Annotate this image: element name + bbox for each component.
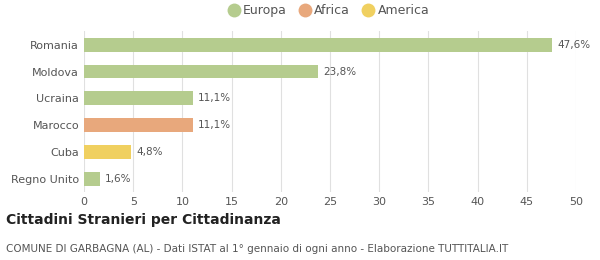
- Text: Cittadini Stranieri per Cittadinanza: Cittadini Stranieri per Cittadinanza: [6, 213, 281, 227]
- Bar: [84, 91, 193, 105]
- Bar: [84, 172, 100, 186]
- Text: 11,1%: 11,1%: [198, 93, 231, 103]
- Text: 1,6%: 1,6%: [104, 174, 131, 184]
- Text: 4,8%: 4,8%: [136, 147, 163, 157]
- Text: 23,8%: 23,8%: [323, 67, 356, 76]
- Legend: Europa, Africa, America: Europa, Africa, America: [228, 2, 432, 20]
- Bar: [84, 145, 131, 159]
- Bar: [84, 64, 318, 79]
- Bar: [84, 38, 553, 52]
- Bar: [84, 118, 193, 132]
- Text: 11,1%: 11,1%: [198, 120, 231, 130]
- Text: COMUNE DI GARBAGNA (AL) - Dati ISTAT al 1° gennaio di ogni anno - Elaborazione T: COMUNE DI GARBAGNA (AL) - Dati ISTAT al …: [6, 244, 508, 254]
- Text: 47,6%: 47,6%: [557, 40, 590, 50]
